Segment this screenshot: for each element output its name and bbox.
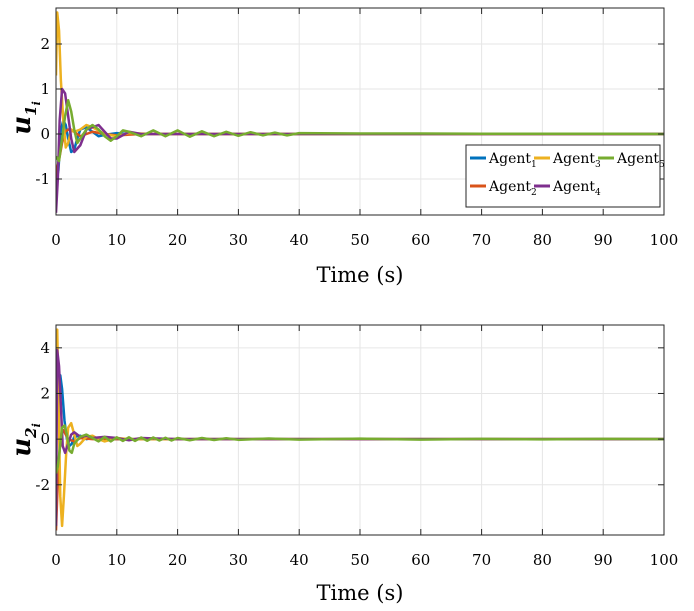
series-line-agent5 <box>56 424 664 474</box>
y-axis-label: u1i <box>7 101 43 135</box>
legend-label-base: Agent <box>552 151 595 167</box>
y-tick-label: -2 <box>35 476 50 494</box>
legend-label: Agent3 <box>552 151 601 170</box>
x-tick-label: 30 <box>229 231 248 249</box>
x-axis-label: Time (s) <box>317 263 404 287</box>
x-tick-label: 20 <box>168 551 187 569</box>
x-tick-label: 90 <box>594 551 613 569</box>
x-tick-label: 60 <box>411 551 430 569</box>
legend-label-sub: 3 <box>595 160 601 170</box>
y-tick-label: 1 <box>40 80 50 98</box>
x-tick-label: 90 <box>594 231 613 249</box>
legend-label-base: Agent <box>616 151 659 167</box>
x-tick-label: 30 <box>229 551 248 569</box>
x-tick-label: 60 <box>411 231 430 249</box>
legend-label: Agent1 <box>488 151 537 170</box>
y-tick-label: 2 <box>40 384 50 402</box>
legend-label-base: Agent <box>488 151 531 167</box>
y-tick-label: 4 <box>40 339 50 357</box>
legend-label: Agent5 <box>616 151 665 170</box>
legend-label: Agent2 <box>488 179 537 198</box>
y-tick-label: 0 <box>40 430 50 448</box>
x-tick-label: 10 <box>107 231 126 249</box>
x-tick-label: 50 <box>350 551 369 569</box>
y-axis-label-sub: 1 <box>22 105 40 115</box>
x-axis-label: Time (s) <box>317 581 404 605</box>
legend-box <box>465 144 661 208</box>
x-tick-label: 20 <box>168 231 187 249</box>
x-tick-label: 80 <box>533 551 552 569</box>
y-axis-label-sub2: i <box>30 423 43 427</box>
x-tick-label: 50 <box>350 231 369 249</box>
legend-label: Agent4 <box>552 179 601 198</box>
y-tick-label: 0 <box>40 125 50 143</box>
y-tick-label: -1 <box>35 170 50 188</box>
legend-label-base: Agent <box>488 179 531 195</box>
x-tick-label: 100 <box>650 231 679 249</box>
x-tick-label: 40 <box>290 551 309 569</box>
series-line-agent5 <box>56 99 664 163</box>
x-tick-label: 40 <box>290 231 309 249</box>
x-tick-label: 100 <box>650 551 679 569</box>
legend-label-sub: 4 <box>595 188 601 198</box>
legend-label-sub: 5 <box>659 160 665 170</box>
y-axis-label-sub: 2 <box>22 427 40 438</box>
x-tick-label: 70 <box>472 231 491 249</box>
y-axis-label-base: u <box>7 116 37 135</box>
y-axis-label-base: u <box>7 438 37 457</box>
y-axis-label: u2i <box>7 423 43 457</box>
legend-label-sub: 1 <box>531 160 537 170</box>
legend-label-sub: 2 <box>531 188 537 198</box>
x-tick-label: 0 <box>51 231 61 249</box>
series-group <box>56 11 664 213</box>
x-tick-label: 70 <box>472 551 491 569</box>
legend-label-base: Agent <box>552 179 595 195</box>
x-tick-label: 0 <box>51 551 61 569</box>
x-tick-label: 10 <box>107 551 126 569</box>
y-tick-label: 2 <box>40 35 50 53</box>
x-tick-label: 80 <box>533 231 552 249</box>
y-axis-label-sub2: i <box>30 101 43 105</box>
series-group <box>56 328 664 531</box>
